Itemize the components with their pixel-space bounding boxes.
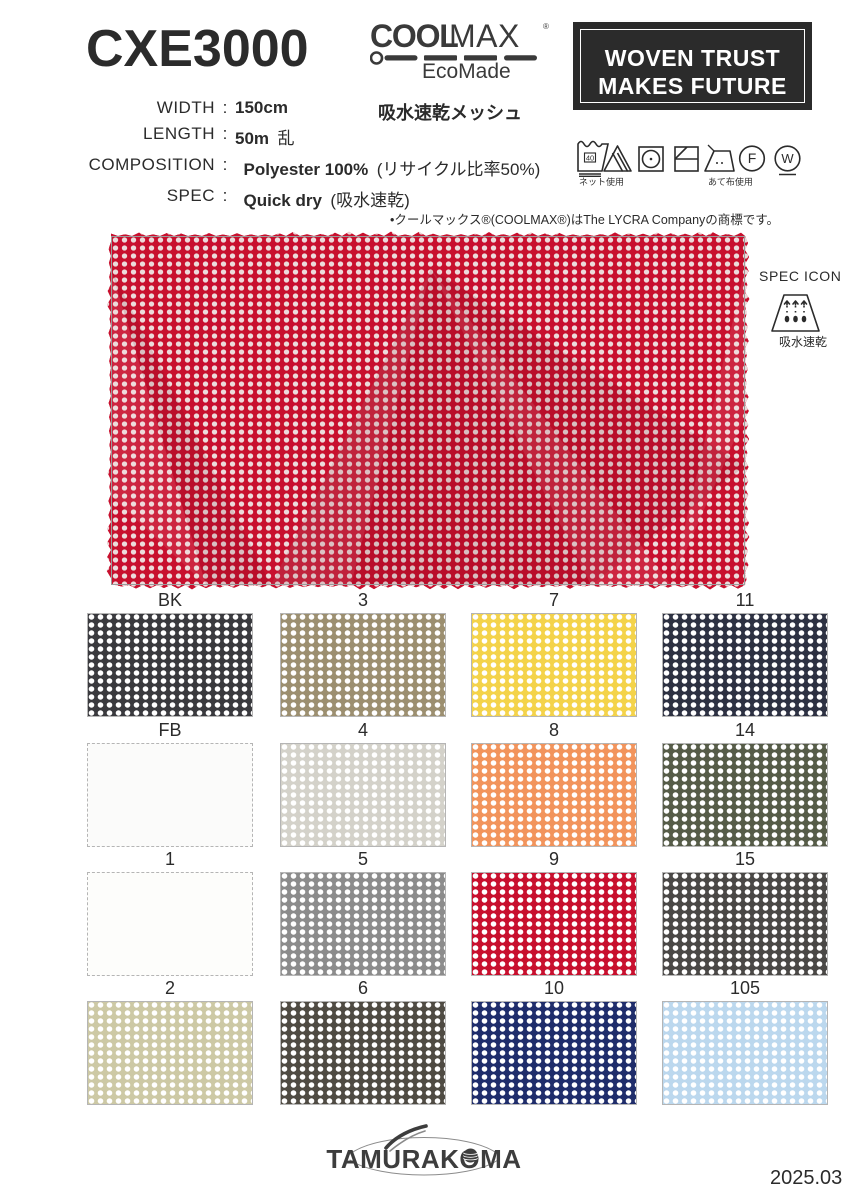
svg-text:W: W [781,151,794,166]
svg-text:ネット使用: ネット使用 [579,176,624,187]
svg-text:あて布使用: あて布使用 [708,176,753,187]
svg-text:TAMURAKOMA: TAMURAKOMA [326,1144,521,1174]
svg-text:F: F [748,150,757,166]
svg-text:40: 40 [586,154,594,163]
